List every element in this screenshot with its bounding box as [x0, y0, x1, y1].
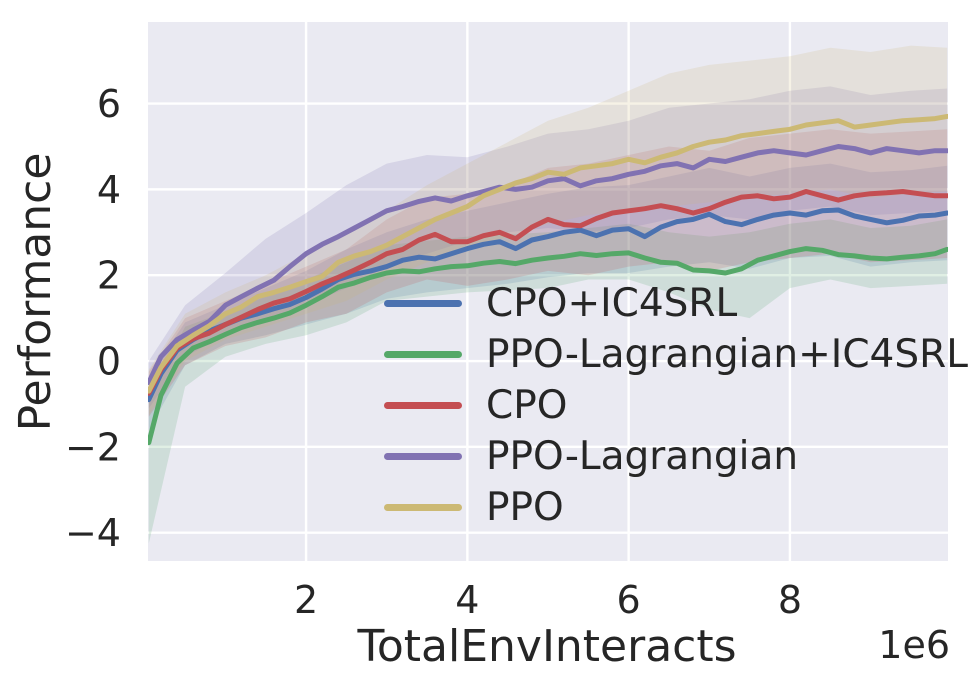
series-line [148, 144, 948, 385]
legend-line-swatch [384, 351, 462, 358]
plot-area [148, 22, 948, 561]
series-line [148, 246, 948, 446]
legend-line-swatch [384, 504, 462, 511]
confidence-bands [148, 45, 948, 544]
legend-item-cpo: CPO [384, 380, 968, 431]
x-axis-offset-label: 1e6 [878, 623, 950, 667]
x-axis-tick-labels: 2 4 6 8 [294, 578, 802, 622]
series-lines [148, 113, 948, 446]
x-axis-label: TotalEnvInteracts [356, 621, 736, 672]
series-line [148, 113, 948, 394]
x-tick-label: 2 [294, 578, 318, 622]
series-line [148, 207, 948, 403]
legend-label: PPO-Lagrangian+IC4SRL [486, 332, 968, 377]
legend-item-ppo-lagrangian: PPO-Lagrangian [384, 431, 968, 482]
legend-line-swatch [384, 402, 462, 409]
confidence-band [148, 129, 948, 417]
confidence-band [148, 163, 948, 430]
x-tick-label: 8 [778, 578, 802, 622]
legend-item-ppo: PPO [384, 482, 968, 533]
legend-label: CPO [486, 383, 568, 428]
x-tick-label: 6 [617, 578, 641, 622]
y-tick-label: 0 [97, 340, 121, 384]
legend-label: PPO-Lagrangian [486, 434, 799, 479]
x-tick-label: 4 [455, 578, 479, 622]
y-tick-label: 4 [97, 168, 121, 212]
y-axis-label: Performance [10, 153, 61, 432]
legend-item-ppo-lagrangian-ic4srl: PPO-Lagrangian+IC4SRL [384, 329, 968, 380]
legend-item-cpo-ic4srl: CPO+IC4SRL [384, 278, 968, 329]
legend-label: PPO [486, 485, 564, 530]
legend: CPO+IC4SRL PPO-Lagrangian+IC4SRL CPO PPO… [384, 278, 968, 533]
confidence-band [148, 86, 948, 409]
legend-label: CPO+IC4SRL [486, 281, 738, 326]
confidence-band [148, 219, 948, 544]
y-tick-label: −4 [65, 511, 121, 555]
confidence-band [148, 45, 948, 415]
y-tick-label: −2 [65, 425, 121, 469]
y-tick-label: 2 [97, 254, 121, 298]
series-line [148, 189, 948, 396]
legend-line-swatch [384, 453, 462, 460]
legend-line-swatch [384, 300, 462, 307]
y-axis-tick-labels: −4 −2 0 2 4 6 [65, 82, 121, 555]
y-tick-label: 6 [97, 82, 121, 126]
